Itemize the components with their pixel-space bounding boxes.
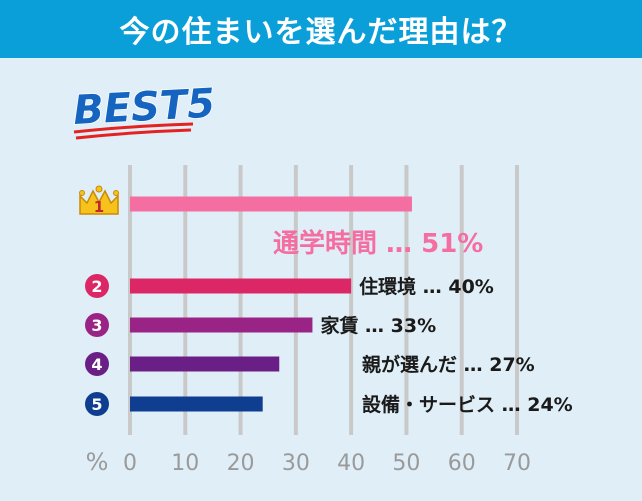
bar-rank-5 <box>130 396 263 412</box>
x-tick-label-10: 10 <box>171 451 199 476</box>
bar-label-rank-4: 親が選んだ … 27% <box>362 353 535 376</box>
rank-number-1: 1 <box>94 198 104 216</box>
rank-number-4: 4 <box>91 355 102 374</box>
rank-badge-3: 3 <box>85 313 109 337</box>
rank-number-5: 5 <box>91 395 102 414</box>
x-tick-label-20: 20 <box>227 451 255 476</box>
x-tick-label-60: 60 <box>448 451 476 476</box>
rank-circle-4 <box>85 352 109 376</box>
bar-label-rank-1: 通学時間 … 51% <box>273 228 483 259</box>
x-tick-label-50: 50 <box>392 451 420 476</box>
rank-number-2: 2 <box>91 277 102 296</box>
best5-badge: BEST5 <box>71 80 217 140</box>
bar-rank-2 <box>130 278 352 294</box>
badge-underline <box>73 122 194 134</box>
rank-circle-3 <box>85 313 109 337</box>
rank-circle-5 <box>85 392 109 416</box>
bar-rank-1 <box>130 196 412 212</box>
bar-label-rank-2: 住環境 … 40% <box>359 275 494 298</box>
x-axis-unit: % <box>86 448 109 476</box>
rank-badge-5: 5 <box>85 392 109 416</box>
crown-jewel-left <box>79 190 85 196</box>
rank-circle-2 <box>85 274 109 298</box>
crown-icon: 1 <box>79 185 119 216</box>
rank-badge-2: 2 <box>85 274 109 298</box>
crown-jewel-center <box>95 185 103 193</box>
x-tick-label-40: 40 <box>337 451 365 476</box>
bar-labels: 通学時間 … 51% 住環境 … 40% 家賃 … 33% 親が選んだ … 27% 設備… <box>273 228 573 416</box>
page-title: 今の住まいを選んだ理由は？ <box>0 0 642 58</box>
crown-shape <box>79 189 119 215</box>
bar-rank-4 <box>130 356 280 372</box>
rank-badge-4: 4 <box>85 352 109 376</box>
x-tick-label-70: 70 <box>503 451 531 476</box>
rank-number-3: 3 <box>91 316 102 335</box>
x-tick-label-30: 30 <box>282 451 310 476</box>
bar-rank-3 <box>130 317 313 333</box>
x-axis-ticks: % 0 10 20 30 40 50 60 70 <box>86 448 531 476</box>
crown-jewel-right <box>113 190 119 196</box>
badge-underline-2 <box>75 128 192 140</box>
badge-text: BEST5 <box>72 81 216 134</box>
bar-label-rank-5: 設備・サービス … 24% <box>362 393 573 416</box>
x-tick-label-0: 0 <box>123 451 137 476</box>
bar-label-rank-3: 家賃 … 33% <box>320 314 436 337</box>
rank-markers: 1 2 3 4 5 <box>79 185 119 416</box>
bars <box>130 196 412 412</box>
